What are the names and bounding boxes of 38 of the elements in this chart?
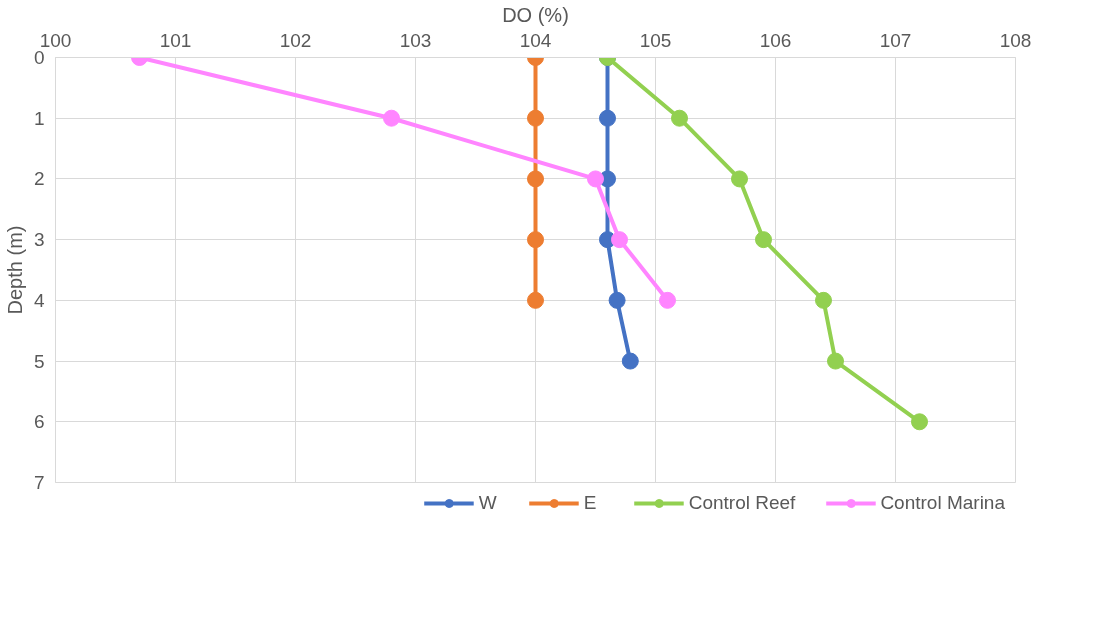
y-tick-label: 7 xyxy=(33,472,45,493)
x-tick-label: 102 xyxy=(279,29,312,51)
y-tick-label: 5 xyxy=(33,350,45,372)
legend-label: Control Marina xyxy=(880,492,1005,514)
point xyxy=(608,291,626,309)
y-tick-label: 6 xyxy=(33,411,45,433)
x-tick-label: 104 xyxy=(519,29,552,51)
point xyxy=(599,109,616,127)
x-tick-label: 105 xyxy=(639,29,672,51)
point xyxy=(815,291,832,309)
point xyxy=(611,231,628,249)
x-axis-title: DO (%) xyxy=(502,3,569,26)
point xyxy=(527,170,544,188)
x-tick-label: 108 xyxy=(999,29,1032,51)
point xyxy=(587,170,604,188)
y-tick-label: 4 xyxy=(33,289,45,311)
x-tick-label: 103 xyxy=(399,29,432,51)
y-axis-title: Depth (m) xyxy=(3,225,26,315)
y-tick-label: 1 xyxy=(33,107,45,129)
point xyxy=(671,109,688,127)
point xyxy=(527,109,544,127)
point xyxy=(527,231,544,249)
x-tick-label: 101 xyxy=(159,29,192,51)
y-tick-label: 3 xyxy=(33,229,45,251)
point xyxy=(383,109,400,127)
point xyxy=(621,352,639,370)
point xyxy=(827,352,844,370)
point xyxy=(755,231,772,249)
y-tick-label: 2 xyxy=(33,168,45,190)
point xyxy=(527,291,544,309)
point xyxy=(659,291,676,309)
legend-label: Control Reef xyxy=(688,492,796,514)
point xyxy=(731,170,748,188)
legend-label: W xyxy=(478,492,498,514)
x-tick-label: 107 xyxy=(879,29,912,51)
x-tick-label: 106 xyxy=(759,29,792,51)
point xyxy=(911,413,928,431)
legend-label: E xyxy=(583,492,598,514)
